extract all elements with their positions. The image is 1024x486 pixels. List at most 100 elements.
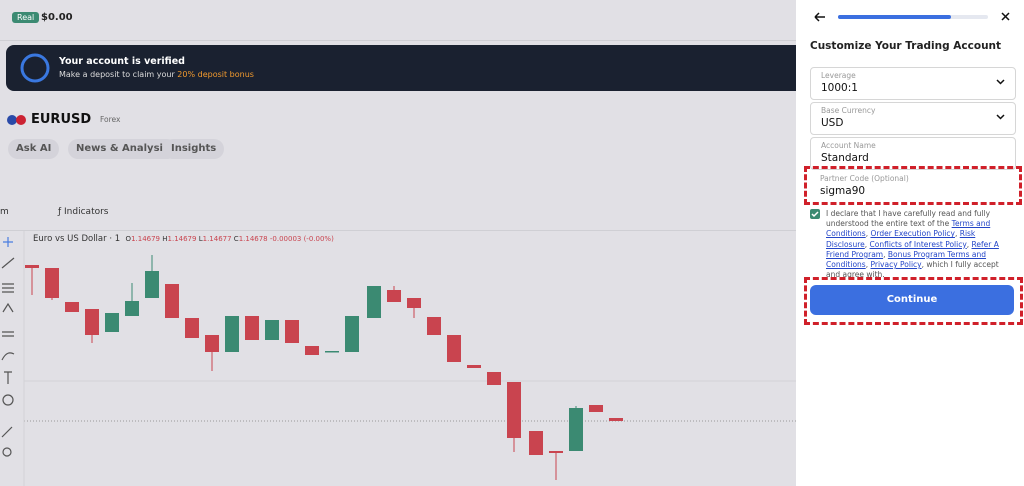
verified-banner: Your account is verified Make a deposit … xyxy=(6,45,796,91)
form-field[interactable]: Base Currency USD xyxy=(810,102,1016,135)
candle-body xyxy=(165,284,179,318)
candle-body xyxy=(609,418,623,421)
legend-key: L xyxy=(198,235,203,243)
candle-body xyxy=(225,316,239,352)
candle-body xyxy=(589,405,603,412)
legend-key: O xyxy=(125,235,132,243)
tab[interactable]: Ask AI xyxy=(8,139,60,159)
continue-button[interactable]: Continue xyxy=(810,285,1014,315)
candle-body xyxy=(185,318,199,338)
policy-link[interactable]: Privacy Policy xyxy=(870,260,922,270)
form-field[interactable]: Leverage 1000:1 xyxy=(810,67,1016,100)
candle-body xyxy=(529,431,543,455)
declaration-text: , xyxy=(864,239,870,249)
chart-legend: Euro vs US Dollar · 1 O1.14679 H1.14679 … xyxy=(33,234,334,244)
candle-body xyxy=(387,290,401,302)
candle-chart xyxy=(23,231,796,486)
candle-body xyxy=(507,382,521,438)
form-field[interactable]: Partner Code (Optional) sigma90 xyxy=(810,171,1014,202)
declaration: I declare that I have carefully read and… xyxy=(826,209,1014,280)
legend-value: 1.14677 xyxy=(202,235,232,243)
declaration-text: , xyxy=(883,249,888,259)
panel-title: Customize Your Trading Account xyxy=(810,40,1002,52)
field-label: Leverage xyxy=(821,71,856,80)
candle-body xyxy=(569,408,583,451)
divider xyxy=(0,40,796,41)
field-value: sigma90 xyxy=(820,185,866,197)
policy-link[interactable]: Risk Disclosure xyxy=(826,229,976,249)
legend-value: 1.14678 xyxy=(238,235,268,243)
policy-link[interactable]: Bonus Program Terms and Conditions xyxy=(826,249,987,270)
flags xyxy=(7,115,26,125)
candle-body xyxy=(549,451,563,453)
candle-body xyxy=(447,335,461,362)
policy-link[interactable]: Order Execution Policy xyxy=(870,229,955,239)
field-label: Partner Code (Optional) xyxy=(820,174,909,183)
declaration-text: , xyxy=(954,229,960,239)
highlight-box xyxy=(804,277,1023,325)
account-panel: Customize Your Trading Account Leverage 1… xyxy=(796,0,1024,486)
legend-change: -0.00003 (-0.00%) xyxy=(269,235,334,243)
indicators-button[interactable]: ƒ Indicators xyxy=(58,207,109,217)
candle-body xyxy=(285,320,299,343)
candle-body xyxy=(205,335,219,352)
legend-key: H xyxy=(162,235,168,243)
declaration-text: , xyxy=(865,229,871,239)
candle-body xyxy=(145,271,159,298)
interval[interactable]: m xyxy=(0,207,9,217)
candle-body xyxy=(125,301,139,316)
tab[interactable]: Insights xyxy=(163,139,225,159)
candle-body xyxy=(45,268,59,298)
declaration-text: , xyxy=(865,260,871,270)
divider xyxy=(0,230,796,231)
policy-link[interactable]: Conflicts of Interest Policy xyxy=(869,239,967,249)
field-value: USD xyxy=(821,117,844,129)
field-value: Standard xyxy=(821,152,869,164)
legend-o: O1.14679 H1.14679 L1.14677 C1.14678 -0.0… xyxy=(126,235,334,243)
progress-ring xyxy=(20,53,50,83)
form-field[interactable]: Account Name Standard xyxy=(810,137,1016,170)
banner-text: Make a deposit to claim your 20% deposit… xyxy=(59,70,254,79)
tab[interactable]: News & Analysis xyxy=(68,139,177,159)
field-value: 1000:1 xyxy=(821,82,858,94)
checkbox[interactable] xyxy=(810,209,820,219)
trading-area: Real $0.00 Your account is verified Make… xyxy=(0,12,796,486)
declaration-text: I declare that I have carefully read and… xyxy=(826,209,991,229)
chevron xyxy=(996,114,1005,120)
balance[interactable]: $0.00 xyxy=(41,12,73,23)
candle-body xyxy=(487,372,501,385)
account-badge[interactable]: Real xyxy=(12,12,40,23)
candle-body xyxy=(25,265,39,268)
banner-text: Make a deposit to claim your xyxy=(59,70,178,79)
candle-body xyxy=(427,317,441,335)
candle-body xyxy=(467,365,481,368)
candle-body xyxy=(325,351,339,353)
field-label: Account Name xyxy=(821,141,876,150)
policy-link[interactable]: Terms and Conditions xyxy=(826,219,991,239)
bonus-highlight[interactable]: 20% deposit bonus xyxy=(177,70,254,79)
candle-body xyxy=(85,309,99,335)
field-label: Base Currency xyxy=(821,106,876,115)
candle-body xyxy=(65,302,79,312)
candle-body xyxy=(305,346,319,355)
legend-name: Euro vs US Dollar · 1 xyxy=(33,234,121,244)
legend-key: C xyxy=(233,235,239,243)
panel-top xyxy=(814,12,1010,22)
legend-value: 1.14679 xyxy=(131,235,161,243)
candle-body xyxy=(407,298,421,308)
policy-link[interactable]: Refer A Friend Program xyxy=(826,239,999,259)
declaration-text: , which I fully accept and agree with. xyxy=(826,260,999,280)
symbol-name[interactable]: EURUSD xyxy=(31,112,92,127)
declaration-text: , xyxy=(966,239,972,249)
chevron xyxy=(996,79,1005,85)
drawing-tools[interactable] xyxy=(0,232,18,486)
candle-body xyxy=(245,316,259,340)
legend-value: 1.14679 xyxy=(167,235,197,243)
highlight-box xyxy=(804,166,1022,205)
candle-body xyxy=(367,286,381,318)
candle-body xyxy=(345,316,359,352)
candle-body xyxy=(265,320,279,340)
symbol-market: Forex xyxy=(100,115,121,124)
banner-title: Your account is verified xyxy=(59,56,185,67)
